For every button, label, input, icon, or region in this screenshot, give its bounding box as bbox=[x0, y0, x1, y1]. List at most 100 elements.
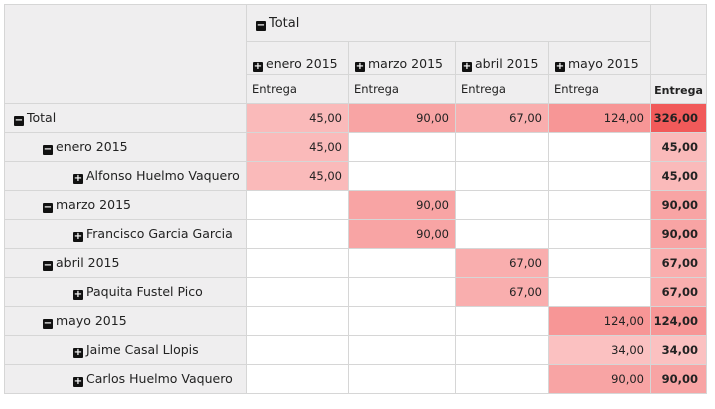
row-header[interactable]: + Alfonso Huelmo Vaquero bbox=[4, 161, 247, 191]
row-label: mayo 2015 bbox=[56, 313, 127, 328]
row-label: abril 2015 bbox=[56, 255, 120, 270]
col-total-header[interactable]: − Total bbox=[246, 4, 651, 42]
table-row: − marzo 2015 90,00 90,00 bbox=[4, 190, 707, 220]
value-cell[interactable] bbox=[246, 306, 349, 336]
value-cell[interactable]: 34,00 bbox=[548, 335, 651, 365]
col-month-header[interactable]: + mayo 2015 bbox=[548, 41, 651, 75]
value-cell[interactable]: 45,00 bbox=[246, 103, 349, 133]
collapse-icon[interactable]: − bbox=[43, 144, 53, 155]
row-header[interactable]: − abril 2015 bbox=[4, 248, 247, 278]
value-cell[interactable] bbox=[455, 306, 549, 336]
col-month-label: abril 2015 bbox=[475, 56, 539, 71]
value-cell[interactable] bbox=[455, 335, 549, 365]
value-cell[interactable] bbox=[548, 190, 651, 220]
table-row: − abril 2015 67,00 67,00 bbox=[4, 248, 707, 278]
measure-header: Entrega bbox=[548, 74, 651, 104]
collapse-icon[interactable]: − bbox=[256, 19, 266, 31]
expand-icon[interactable]: + bbox=[73, 231, 83, 242]
row-total-cell[interactable]: 34,00 bbox=[650, 335, 707, 365]
value-cell[interactable] bbox=[455, 190, 549, 220]
row-header[interactable]: + Carlos Huelmo Vaquero bbox=[4, 364, 247, 394]
value-cell[interactable]: 67,00 bbox=[455, 103, 549, 133]
value-cell[interactable]: 90,00 bbox=[548, 364, 651, 394]
row-total-cell[interactable]: 45,00 bbox=[650, 161, 707, 191]
value-cell[interactable] bbox=[548, 219, 651, 249]
expand-icon[interactable]: + bbox=[73, 173, 83, 184]
col-month-header[interactable]: + abril 2015 bbox=[455, 41, 549, 75]
table-row: + Alfonso Huelmo Vaquero 45,00 45,00 bbox=[4, 161, 707, 191]
row-total-cell[interactable]: 326,00 bbox=[650, 103, 707, 133]
collapse-icon[interactable]: − bbox=[43, 202, 53, 213]
value-cell[interactable] bbox=[548, 277, 651, 307]
row-header[interactable]: + Jaime Casal Llopis bbox=[4, 335, 247, 365]
row-total-cell[interactable]: 90,00 bbox=[650, 364, 707, 394]
value-cell[interactable] bbox=[246, 277, 349, 307]
collapse-icon[interactable]: − bbox=[14, 115, 24, 126]
value-cell[interactable]: 90,00 bbox=[348, 219, 456, 249]
value-cell[interactable]: 90,00 bbox=[348, 190, 456, 220]
value-cell[interactable]: 90,00 bbox=[348, 103, 456, 133]
collapse-icon[interactable]: − bbox=[43, 260, 53, 271]
value-cell[interactable]: 67,00 bbox=[455, 277, 549, 307]
value-cell[interactable]: 45,00 bbox=[246, 132, 349, 162]
table-row: − Total 45,00 90,00 67,00 124,00 326,00 bbox=[4, 103, 707, 133]
value-cell[interactable]: 124,00 bbox=[548, 103, 651, 133]
value-cell[interactable] bbox=[548, 248, 651, 278]
value-cell[interactable] bbox=[455, 219, 549, 249]
row-header[interactable]: − enero 2015 bbox=[4, 132, 247, 162]
measure-header: Entrega bbox=[348, 74, 456, 104]
row-header[interactable]: + Francisco Garcia Garcia bbox=[4, 219, 247, 249]
value-cell[interactable] bbox=[246, 335, 349, 365]
row-label: Francisco Garcia Garcia bbox=[86, 226, 233, 241]
table-row: − mayo 2015 124,00 124,00 bbox=[4, 306, 707, 336]
value-cell[interactable] bbox=[348, 248, 456, 278]
total-col-header-spacer bbox=[650, 4, 707, 75]
value-cell[interactable] bbox=[548, 161, 651, 191]
pivot-corner bbox=[4, 4, 247, 104]
value-cell[interactable] bbox=[348, 277, 456, 307]
value-cell[interactable] bbox=[455, 364, 549, 394]
row-total-cell[interactable]: 45,00 bbox=[650, 132, 707, 162]
row-total-cell[interactable]: 90,00 bbox=[650, 190, 707, 220]
measure-header: Entrega bbox=[246, 74, 349, 104]
row-header[interactable]: − mayo 2015 bbox=[4, 306, 247, 336]
expand-icon[interactable]: + bbox=[73, 376, 83, 387]
value-cell[interactable]: 45,00 bbox=[246, 161, 349, 191]
value-cell[interactable] bbox=[455, 132, 549, 162]
row-total-cell[interactable]: 124,00 bbox=[650, 306, 707, 336]
expand-icon[interactable]: + bbox=[462, 61, 472, 72]
value-cell[interactable] bbox=[246, 364, 349, 394]
col-month-header[interactable]: + enero 2015 bbox=[246, 41, 349, 75]
row-total-cell[interactable]: 67,00 bbox=[650, 248, 707, 278]
value-cell[interactable] bbox=[348, 132, 456, 162]
value-cell[interactable] bbox=[246, 219, 349, 249]
row-label: Paquita Fustel Pico bbox=[86, 284, 203, 299]
collapse-icon[interactable]: − bbox=[43, 318, 53, 329]
col-month-header[interactable]: + marzo 2015 bbox=[348, 41, 456, 75]
row-total-cell[interactable]: 90,00 bbox=[650, 219, 707, 249]
measure-header: Entrega bbox=[455, 74, 549, 104]
expand-icon[interactable]: + bbox=[73, 289, 83, 300]
col-month-label: mayo 2015 bbox=[568, 56, 639, 71]
value-cell[interactable] bbox=[246, 248, 349, 278]
value-cell[interactable] bbox=[246, 190, 349, 220]
value-cell[interactable] bbox=[348, 364, 456, 394]
row-header[interactable]: − Total bbox=[4, 103, 247, 133]
row-total-cell[interactable]: 67,00 bbox=[650, 277, 707, 307]
value-cell[interactable] bbox=[348, 161, 456, 191]
value-cell[interactable]: 124,00 bbox=[548, 306, 651, 336]
value-cell[interactable] bbox=[348, 335, 456, 365]
expand-icon[interactable]: + bbox=[73, 347, 83, 358]
row-header[interactable]: + Paquita Fustel Pico bbox=[4, 277, 247, 307]
value-cell[interactable] bbox=[455, 161, 549, 191]
row-label: enero 2015 bbox=[56, 139, 128, 154]
value-cell[interactable] bbox=[548, 132, 651, 162]
value-cell[interactable] bbox=[348, 306, 456, 336]
expand-icon[interactable]: + bbox=[253, 61, 263, 72]
expand-icon[interactable]: + bbox=[355, 61, 365, 72]
expand-icon[interactable]: + bbox=[555, 61, 565, 72]
value-cell[interactable]: 67,00 bbox=[455, 248, 549, 278]
col-month-label: enero 2015 bbox=[266, 56, 338, 71]
pivot-table: − Total + enero 2015 + marzo 2015 + abril 2015… bbox=[4, 4, 707, 394]
row-header[interactable]: − marzo 2015 bbox=[4, 190, 247, 220]
